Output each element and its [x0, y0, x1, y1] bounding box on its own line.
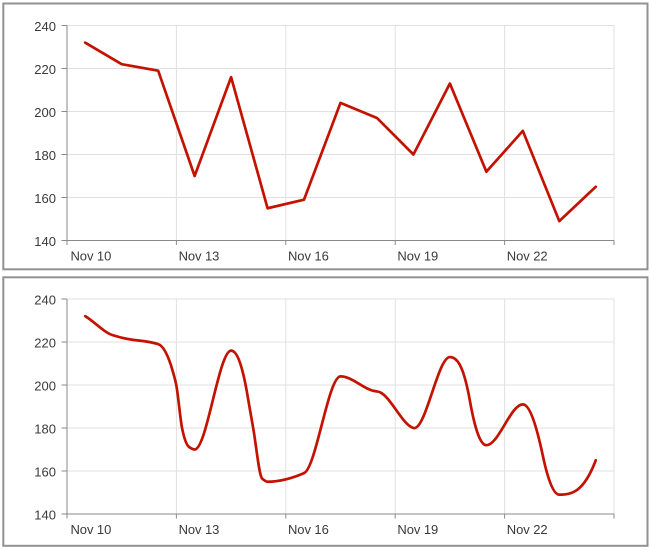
svg-text:Nov 16: Nov 16 [288, 249, 329, 264]
svg-text:Nov 13: Nov 13 [179, 249, 220, 264]
svg-text:160: 160 [34, 191, 56, 206]
svg-text:Nov 16: Nov 16 [288, 522, 329, 537]
svg-text:Nov 19: Nov 19 [397, 522, 438, 537]
svg-text:140: 140 [34, 508, 56, 523]
svg-text:160: 160 [34, 465, 56, 480]
svg-text:180: 180 [34, 422, 56, 437]
svg-text:Nov 22: Nov 22 [507, 249, 548, 264]
svg-text:200: 200 [34, 379, 56, 394]
svg-text:Nov 22: Nov 22 [507, 522, 548, 537]
svg-text:Nov 19: Nov 19 [397, 249, 438, 264]
svg-text:220: 220 [34, 336, 56, 351]
svg-text:240: 240 [34, 293, 56, 308]
svg-text:Nov 13: Nov 13 [179, 522, 220, 537]
svg-text:200: 200 [34, 105, 56, 120]
svg-text:Nov 10: Nov 10 [71, 249, 112, 264]
svg-text:180: 180 [34, 148, 56, 163]
svg-text:220: 220 [34, 62, 56, 77]
svg-text:140: 140 [34, 234, 56, 249]
svg-text:240: 240 [34, 19, 56, 34]
svg-text:Nov 10: Nov 10 [71, 522, 112, 537]
